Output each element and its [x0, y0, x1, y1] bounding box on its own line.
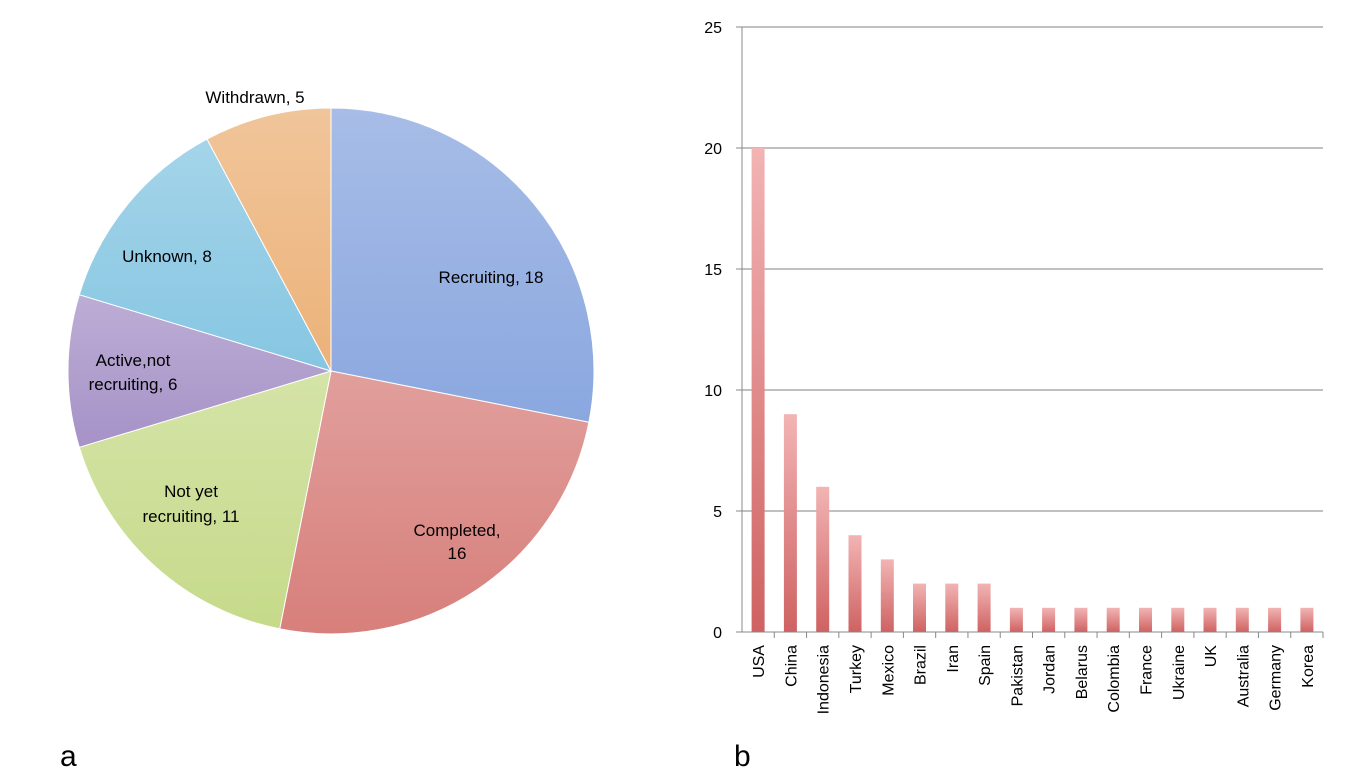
y-tick-label: 5 — [713, 504, 722, 521]
y-tick-label: 15 — [704, 262, 722, 279]
pie-label-recruiting: Recruiting, 18 — [439, 268, 544, 287]
bar-germany — [1268, 607, 1282, 632]
pie-label-unknown: Unknown, 8 — [122, 247, 212, 266]
bar-mexico — [880, 559, 894, 632]
x-label-ukraine: Ukraine — [1171, 645, 1188, 700]
bar-australia — [1235, 607, 1249, 632]
x-axis-labels: USA China Indonesia Turkey Mexico Brazil Iran S… — [751, 632, 1324, 714]
x-label-usa: USA — [751, 645, 768, 678]
bar-brazil — [913, 583, 926, 632]
pie-slice-active — [67, 294, 333, 448]
bar-usa — [751, 148, 765, 632]
pie-label-withdrawn: Withdrawn, 5 — [205, 88, 304, 107]
bar-indonesia — [816, 486, 830, 632]
pie-chart: Recruiting, 18 Completed, 16 Not yet recruit… — [67, 88, 595, 635]
x-label-colombia: Colombia — [1106, 645, 1123, 713]
pie-slice-recruiting — [330, 107, 595, 423]
x-label-pakistan: Pakistan — [1009, 645, 1026, 706]
y-tick-label: 0 — [713, 625, 722, 642]
pie-label-not-yet-recruiting: Not yet recruiting, 11 — [142, 482, 239, 526]
bar-turkey — [848, 535, 862, 632]
bar-ukraine — [1171, 607, 1185, 632]
x-label-china: China — [783, 645, 800, 687]
panel-label-a: a — [60, 740, 77, 773]
bar-iran — [945, 583, 959, 632]
y-axis-ticks: 0 5 10 15 20 25 — [704, 20, 742, 642]
pie-slice-unknown — [78, 138, 333, 372]
pie-slice-withdrawn — [206, 107, 332, 372]
bars — [751, 148, 1314, 632]
x-label-australia: Australia — [1235, 645, 1252, 707]
x-label-uk: UK — [1203, 645, 1220, 668]
bar-spain — [977, 583, 991, 632]
x-label-spain: Spain — [977, 645, 994, 686]
bar-france — [1139, 607, 1152, 632]
panel-label-b: b — [734, 740, 751, 773]
bar-colombia — [1106, 607, 1120, 632]
pie-label-completed: Completed, 16 — [414, 521, 501, 563]
x-label-jordan: Jordan — [1042, 645, 1059, 694]
x-label-france: France — [1138, 645, 1155, 695]
x-label-indonesia: Indonesia — [816, 645, 833, 714]
x-label-iran: Iran — [945, 645, 962, 673]
bar-pakistan — [1009, 607, 1023, 632]
x-label-belarus: Belarus — [1074, 645, 1091, 699]
bar-uk — [1203, 607, 1217, 632]
pie-slice-completed — [279, 370, 590, 635]
bar-korea — [1300, 607, 1314, 632]
y-tick-label: 20 — [704, 141, 722, 158]
pie-slice-not-yet-recruiting — [78, 370, 332, 630]
grid-lines — [742, 26, 1323, 512]
x-label-germany: Germany — [1268, 645, 1285, 711]
y-tick-label: 25 — [704, 20, 722, 37]
pie-label-active: Active,not recruiting, 6 — [89, 351, 178, 394]
x-label-brazil: Brazil — [913, 645, 930, 685]
bar-jordan — [1042, 607, 1056, 632]
bar-chart: 0 5 10 15 20 25 USA China Indonesia Turkey Mexico… — [704, 20, 1324, 714]
bar-china — [783, 414, 797, 632]
x-label-turkey: Turkey — [848, 645, 865, 693]
x-label-mexico: Mexico — [880, 645, 897, 696]
x-label-korea: Korea — [1300, 645, 1317, 688]
y-tick-label: 10 — [704, 383, 722, 400]
bar-belarus — [1074, 607, 1088, 632]
